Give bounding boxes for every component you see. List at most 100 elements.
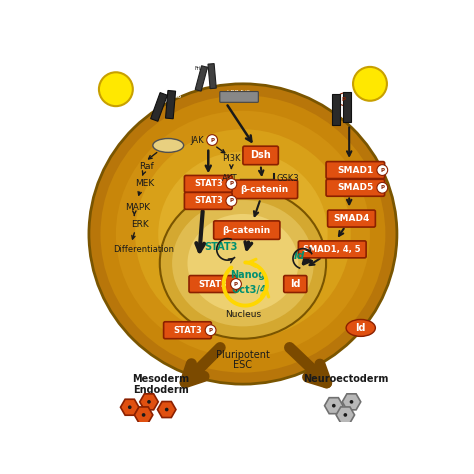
FancyBboxPatch shape <box>284 275 307 292</box>
Ellipse shape <box>172 200 314 327</box>
Circle shape <box>99 72 133 106</box>
Text: P: P <box>229 182 233 186</box>
Circle shape <box>337 93 350 105</box>
Circle shape <box>207 135 218 146</box>
Text: PI3K: PI3K <box>222 154 241 163</box>
Text: P: P <box>342 97 346 102</box>
Text: GP130: GP130 <box>165 95 182 99</box>
Ellipse shape <box>346 319 375 337</box>
Polygon shape <box>195 66 208 91</box>
Ellipse shape <box>100 95 385 373</box>
Ellipse shape <box>116 111 370 357</box>
Text: Mesoderm: Mesoderm <box>132 374 189 384</box>
Text: SMAD1: SMAD1 <box>337 165 374 174</box>
Polygon shape <box>157 401 176 418</box>
Polygon shape <box>342 394 361 410</box>
Circle shape <box>147 400 151 404</box>
Text: STAT3: STAT3 <box>199 280 227 289</box>
Text: Nucleus: Nucleus <box>225 310 261 319</box>
Text: Nanog: Nanog <box>230 270 265 280</box>
Text: Id: Id <box>290 279 301 289</box>
Text: MEK: MEK <box>135 180 155 189</box>
FancyBboxPatch shape <box>326 179 384 196</box>
Circle shape <box>350 400 353 404</box>
Circle shape <box>377 182 388 193</box>
Text: P: P <box>229 199 233 203</box>
FancyBboxPatch shape <box>326 162 384 179</box>
Ellipse shape <box>89 84 397 384</box>
Text: Neuroectoderm: Neuroectoderm <box>302 374 388 384</box>
FancyBboxPatch shape <box>243 146 278 164</box>
Text: Differentiation: Differentiation <box>113 245 174 254</box>
Circle shape <box>231 279 241 290</box>
FancyBboxPatch shape <box>298 241 366 258</box>
Circle shape <box>128 405 132 409</box>
Polygon shape <box>165 91 175 119</box>
Text: P: P <box>210 137 214 143</box>
Polygon shape <box>151 92 167 121</box>
Polygon shape <box>208 64 216 89</box>
Circle shape <box>344 413 347 417</box>
Circle shape <box>353 67 387 101</box>
Text: SMAD5: SMAD5 <box>337 183 374 192</box>
FancyBboxPatch shape <box>220 91 258 102</box>
Text: P: P <box>209 328 212 333</box>
FancyBboxPatch shape <box>184 175 232 192</box>
Text: Raf: Raf <box>139 163 154 172</box>
FancyBboxPatch shape <box>328 210 375 227</box>
Ellipse shape <box>160 188 326 339</box>
Circle shape <box>142 413 146 417</box>
Text: STAT3: STAT3 <box>194 196 223 205</box>
Polygon shape <box>332 94 340 125</box>
Text: JAK: JAK <box>191 136 204 145</box>
Polygon shape <box>343 91 351 122</box>
Polygon shape <box>325 398 343 414</box>
Polygon shape <box>120 399 139 415</box>
Ellipse shape <box>188 214 298 312</box>
Circle shape <box>226 179 237 189</box>
Circle shape <box>377 164 388 175</box>
Text: SMAD4: SMAD4 <box>333 214 370 223</box>
Text: β-catenin: β-catenin <box>240 185 289 194</box>
Ellipse shape <box>158 152 328 316</box>
Ellipse shape <box>153 138 183 152</box>
Polygon shape <box>134 407 153 423</box>
Polygon shape <box>140 394 158 410</box>
Polygon shape <box>336 407 355 423</box>
Text: LIF: LIF <box>107 84 125 94</box>
Text: GSK3: GSK3 <box>276 174 299 183</box>
Text: β-catenin: β-catenin <box>223 226 271 235</box>
Text: STAT3: STAT3 <box>194 180 223 189</box>
Text: AKT: AKT <box>222 174 237 183</box>
FancyBboxPatch shape <box>164 322 211 339</box>
Text: STAT3: STAT3 <box>204 242 237 252</box>
Text: STAT3: STAT3 <box>173 326 202 335</box>
Text: SMAD1, 4, 5: SMAD1, 4, 5 <box>303 245 361 254</box>
Text: Endoderm: Endoderm <box>133 384 188 394</box>
Text: Pluripotent: Pluripotent <box>216 350 270 360</box>
Text: P: P <box>234 282 238 286</box>
Ellipse shape <box>135 129 351 339</box>
FancyBboxPatch shape <box>184 192 232 210</box>
Text: SHP2: SHP2 <box>158 141 178 150</box>
Text: MAPK: MAPK <box>125 203 150 212</box>
FancyBboxPatch shape <box>189 275 237 292</box>
Text: Dsh: Dsh <box>250 150 271 160</box>
Text: GP130: GP130 <box>154 98 170 102</box>
Text: ERK: ERK <box>131 220 149 229</box>
FancyBboxPatch shape <box>231 180 298 199</box>
Text: LRP 5/6: LRP 5/6 <box>228 90 251 95</box>
FancyBboxPatch shape <box>214 221 280 239</box>
Text: Oct3/4: Oct3/4 <box>231 285 267 295</box>
Circle shape <box>205 325 216 336</box>
Text: P: P <box>380 168 384 173</box>
Circle shape <box>165 408 169 411</box>
Text: Frizzled: Frizzled <box>195 66 216 71</box>
Text: P: P <box>380 185 384 190</box>
Circle shape <box>226 195 237 206</box>
Text: ESC: ESC <box>233 360 253 370</box>
Text: Id: Id <box>356 323 366 333</box>
Circle shape <box>332 404 336 408</box>
Text: BMP4: BMP4 <box>355 79 385 89</box>
Text: Id: Id <box>293 251 305 261</box>
